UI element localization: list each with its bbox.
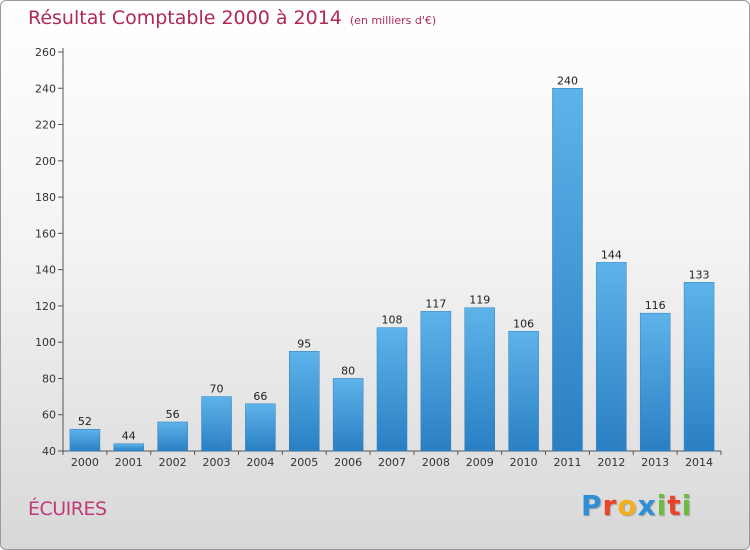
bar-2007 [376, 327, 408, 452]
logo-letter: P [581, 489, 603, 522]
x-tick-label-2012: 2012 [597, 456, 625, 469]
logo-letter: x [637, 489, 657, 522]
bar-2013 [639, 312, 671, 452]
y-tick-label: 80 [42, 372, 56, 385]
value-label-2005: 95 [297, 337, 311, 350]
value-label-2011: 240 [557, 74, 578, 87]
y-tick-label: 220 [35, 119, 56, 132]
value-label-2006: 80 [341, 364, 355, 377]
value-label-2010: 106 [513, 317, 534, 330]
value-label-2013: 116 [645, 299, 666, 312]
x-tick-label-2011: 2011 [553, 456, 581, 469]
y-tick-label: 200 [35, 155, 56, 168]
y-tick-label: 60 [42, 409, 56, 422]
x-tick-label-2000: 2000 [71, 456, 99, 469]
value-label-2009: 119 [469, 294, 490, 307]
chart-labels: 52 2000 44 2001 56 2002 70 2003 66 2004 95 2005 80 20… [71, 74, 713, 469]
logo-letter: i [656, 489, 668, 522]
x-tick-label-2004: 2004 [246, 456, 274, 469]
bar-2002 [157, 421, 188, 452]
chart-title: Résultat Comptable 2000 à 2014 (en millie… [28, 7, 436, 29]
x-tick-label-2014: 2014 [685, 456, 713, 469]
bar-2000 [69, 428, 101, 452]
chart-subtitle: (en milliers d'€) [349, 14, 437, 27]
x-tick-label-2006: 2006 [334, 456, 362, 469]
x-tick-label-2010: 2010 [510, 456, 538, 469]
bar-2009 [464, 307, 495, 452]
bar-2001 [113, 443, 145, 452]
bar-2012 [596, 262, 627, 452]
value-label-2002: 56 [166, 408, 180, 421]
chart-title-text: Résultat Comptable 2000 à 2014 [28, 7, 342, 29]
value-label-2004: 66 [253, 390, 267, 403]
x-tick-label-2002: 2002 [159, 456, 187, 469]
y-tick-label: 140 [35, 264, 56, 277]
y-tick-label: 120 [35, 300, 56, 313]
logo-letter: r [602, 489, 618, 522]
logo-letter: i [681, 489, 693, 522]
logo-letter: o [617, 489, 638, 522]
y-tick-label: 160 [35, 227, 56, 240]
y-tick-label: 100 [35, 336, 56, 349]
x-tick-label-2008: 2008 [422, 456, 450, 469]
bar-2014 [683, 282, 715, 452]
bar-2010 [508, 331, 539, 452]
bar-2003 [201, 396, 232, 452]
x-tick-label-2001: 2001 [115, 456, 143, 469]
value-label-2014: 133 [689, 268, 710, 281]
logo-letter: t [667, 489, 682, 522]
bar-2004 [245, 403, 276, 452]
y-tick-label: 40 [42, 445, 56, 458]
bar-2008 [420, 311, 452, 452]
commune-name: ÉCUIRES [28, 498, 107, 520]
y-tick-label: 180 [35, 191, 56, 204]
value-label-2012: 144 [601, 248, 622, 261]
value-label-2000: 52 [78, 415, 92, 428]
value-label-2001: 44 [122, 430, 136, 443]
y-tick-label: 240 [35, 82, 56, 95]
value-label-2008: 117 [425, 297, 446, 310]
x-tick-label-2009: 2009 [466, 456, 494, 469]
x-tick-label-2005: 2005 [290, 456, 318, 469]
x-tick-label-2013: 2013 [641, 456, 669, 469]
x-tick-label-2003: 2003 [203, 456, 231, 469]
x-tick-label-2007: 2007 [378, 456, 406, 469]
y-tick-label: 260 [35, 46, 56, 59]
value-label-2003: 70 [210, 383, 224, 396]
chart-bars [69, 88, 715, 452]
value-label-2007: 108 [382, 314, 403, 327]
bar-2005 [289, 351, 320, 452]
proxiti-logo: Proxiti [581, 489, 692, 522]
bar-2006 [332, 378, 364, 452]
bar-2011 [552, 88, 583, 452]
